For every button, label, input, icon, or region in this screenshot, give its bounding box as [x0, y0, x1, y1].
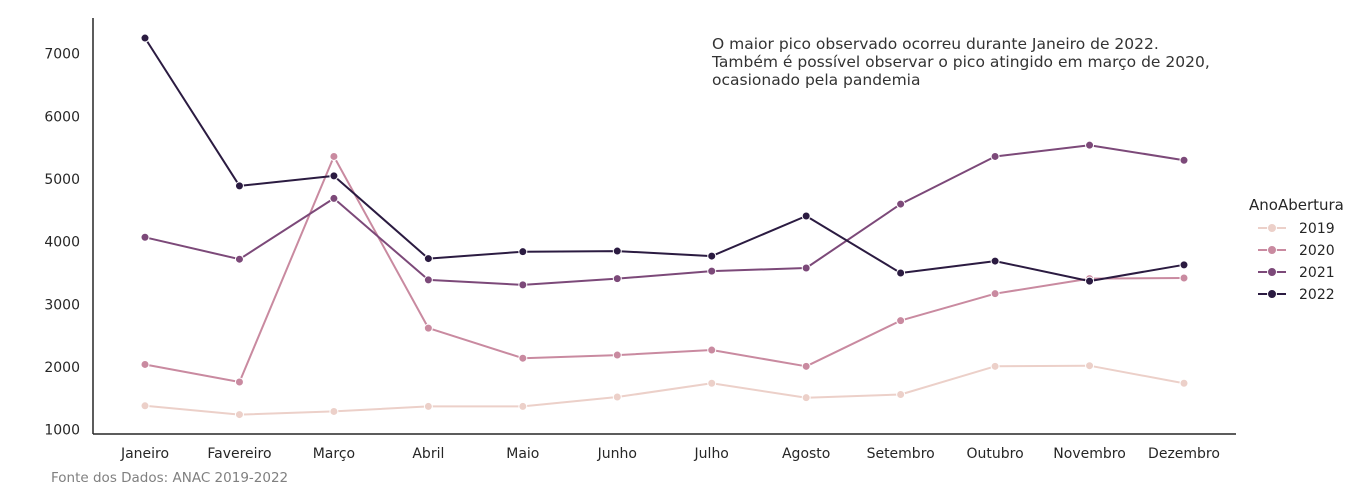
x-tick-label: Agosto [782, 446, 830, 462]
data-point [518, 401, 528, 411]
data-point [801, 263, 811, 273]
legend-item-2021: 2021 [1258, 265, 1335, 281]
data-point [518, 247, 528, 257]
data-point [1179, 260, 1189, 270]
data-point [707, 251, 717, 261]
data-point [518, 280, 528, 290]
data-point [707, 345, 717, 355]
data-point [329, 151, 339, 161]
x-tick-label: Setembro [867, 446, 935, 462]
legend-item-2022: 2022 [1258, 287, 1335, 303]
series-line-2020 [144, 155, 1185, 383]
data-point [707, 266, 717, 276]
data-point [423, 401, 433, 411]
y-tick-label: 2000 [44, 360, 80, 376]
y-tick-label: 3000 [44, 297, 80, 313]
series-2021 [140, 140, 1189, 290]
y-tick-label: 6000 [44, 109, 80, 125]
legend-marker [1267, 245, 1277, 255]
legend-label: 2019 [1299, 221, 1335, 237]
data-point [1179, 273, 1189, 283]
series-2019 [140, 361, 1189, 420]
legend: AnoAbertura 2019 2020 2021 2022 [1249, 196, 1344, 303]
x-tick-label: Junho [597, 446, 637, 462]
data-point [990, 151, 1000, 161]
data-point [1085, 361, 1095, 371]
data-point [1085, 276, 1095, 286]
data-point [423, 254, 433, 264]
data-point [801, 393, 811, 403]
legend-label: 2020 [1299, 243, 1335, 259]
y-tick-labels: 1000 2000 3000 4000 5000 6000 7000 [44, 47, 80, 439]
annotation-line-1: O maior pico observado ocorreu durante J… [712, 35, 1159, 53]
y-tick-label: 1000 [44, 423, 80, 439]
x-tick-label: Novembro [1053, 446, 1125, 462]
data-point [1179, 155, 1189, 165]
series-line-2022 [144, 37, 1185, 283]
x-tick-label: Favereiro [207, 446, 271, 462]
legend-label: 2022 [1299, 287, 1335, 303]
data-point [140, 359, 150, 369]
series-2022 [140, 33, 1189, 286]
x-tick-label: Maio [506, 446, 539, 462]
data-point [140, 401, 150, 411]
data-point [518, 353, 528, 363]
data-point [990, 256, 1000, 266]
data-point [234, 410, 244, 420]
data-point [612, 274, 622, 284]
x-tick-label: Outubro [967, 446, 1024, 462]
data-point [234, 377, 244, 387]
y-tick-label: 4000 [44, 235, 80, 251]
annotation: O maior pico observado ocorreu durante J… [711, 35, 1210, 89]
data-point [140, 232, 150, 242]
data-point [612, 350, 622, 360]
series-2020 [140, 151, 1189, 387]
data-point [140, 33, 150, 43]
data-point [707, 378, 717, 388]
data-point [896, 316, 906, 326]
legend-title: AnoAbertura [1249, 196, 1344, 214]
data-point [329, 193, 339, 203]
series-line-2021 [144, 144, 1185, 286]
data-point [423, 275, 433, 285]
series-line-2019 [144, 364, 1185, 416]
axes [92, 18, 1236, 435]
x-tick-label: Julho [694, 446, 729, 462]
data-point [612, 392, 622, 402]
series-lines [140, 33, 1189, 420]
data-point [990, 361, 1000, 371]
data-point [896, 268, 906, 278]
legend-item-2020: 2020 [1258, 243, 1335, 259]
data-point [423, 323, 433, 333]
annotation-line-2: Também é possível observar o pico atingi… [711, 53, 1210, 71]
data-point [612, 246, 622, 256]
data-point [896, 199, 906, 209]
data-point [234, 181, 244, 191]
data-point [329, 406, 339, 416]
data-point [234, 254, 244, 264]
legend-item-2019: 2019 [1258, 221, 1335, 237]
legend-marker [1267, 289, 1277, 299]
legend-label: 2021 [1299, 265, 1335, 281]
x-tick-labels: Janeiro Favereiro Março Abril Maio Junho Julho… [120, 446, 1220, 462]
data-point [801, 361, 811, 371]
y-tick-label: 7000 [44, 47, 80, 63]
legend-marker [1267, 223, 1277, 233]
data-point [801, 211, 811, 221]
x-tick-label: Janeiro [120, 446, 169, 462]
x-tick-label: Abril [412, 446, 444, 462]
data-point [896, 390, 906, 400]
data-point [1085, 140, 1095, 150]
source-note: Fonte dos Dados: ANAC 2019-2022 [51, 470, 288, 486]
data-point [990, 289, 1000, 299]
legend-marker [1267, 267, 1277, 277]
x-tick-label: Março [313, 446, 355, 462]
annotation-line-3: ocasionado pela pandemia [712, 71, 921, 89]
data-point [1179, 378, 1189, 388]
data-point [329, 171, 339, 181]
y-tick-label: 5000 [44, 172, 80, 188]
x-tick-label: Dezembro [1148, 446, 1220, 462]
